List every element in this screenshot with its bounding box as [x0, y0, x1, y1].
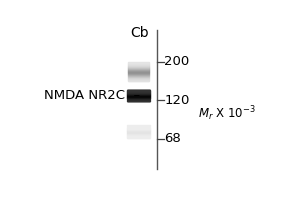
Bar	[128, 79, 149, 80]
Bar	[128, 66, 149, 67]
Bar	[127, 97, 150, 98]
Bar	[128, 65, 149, 66]
Bar	[128, 75, 149, 76]
Bar	[127, 135, 150, 136]
Bar	[128, 78, 149, 79]
Bar	[127, 128, 150, 129]
Bar	[128, 71, 149, 72]
Text: Cb: Cb	[130, 26, 149, 40]
Bar	[127, 92, 150, 93]
Bar	[128, 67, 149, 68]
Bar	[128, 80, 149, 81]
Bar	[127, 94, 150, 95]
Bar	[128, 76, 149, 77]
Bar	[128, 62, 149, 63]
Bar	[128, 69, 149, 70]
Bar	[127, 127, 150, 128]
Text: 200: 200	[164, 55, 190, 68]
Bar	[127, 91, 150, 92]
Bar	[127, 98, 150, 99]
Bar	[127, 131, 150, 132]
Bar	[127, 96, 150, 97]
Bar	[127, 95, 150, 96]
Bar	[128, 73, 149, 74]
Bar	[127, 90, 150, 91]
Bar	[127, 132, 150, 133]
Bar	[127, 93, 150, 94]
Bar	[128, 63, 149, 64]
Bar	[128, 74, 149, 75]
Bar	[128, 64, 149, 65]
Bar	[127, 100, 150, 101]
Text: 120: 120	[164, 94, 190, 107]
Bar	[127, 130, 150, 131]
Bar	[127, 137, 150, 138]
Bar	[128, 70, 149, 71]
Text: NMDA NR2C  –: NMDA NR2C –	[44, 89, 141, 102]
Text: 68: 68	[164, 132, 181, 145]
Bar	[127, 125, 150, 126]
Bar	[127, 134, 150, 135]
Bar	[127, 133, 150, 134]
Bar	[128, 72, 149, 73]
Bar	[127, 136, 150, 137]
Bar	[127, 129, 150, 130]
Text: $M_r$ X 10$^{-3}$: $M_r$ X 10$^{-3}$	[198, 104, 256, 123]
Bar	[128, 77, 149, 78]
Bar	[128, 68, 149, 69]
